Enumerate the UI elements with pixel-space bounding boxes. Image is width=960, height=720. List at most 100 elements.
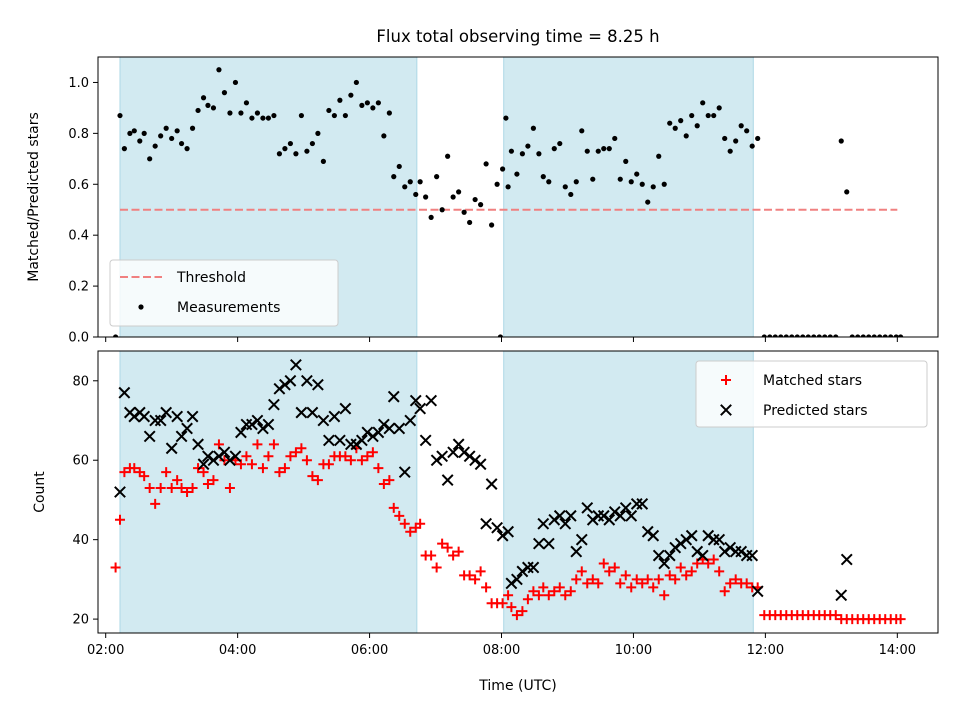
matched-star-point — [681, 570, 692, 581]
measurement-point — [364, 100, 370, 106]
matched-star-point — [139, 471, 150, 482]
matched-star-point — [615, 578, 626, 589]
measurement-point — [888, 334, 894, 337]
measurement-point — [320, 158, 326, 164]
predicted-star-point — [419, 434, 432, 447]
matched-star-point — [373, 463, 384, 474]
predicted-star-point — [669, 541, 682, 554]
measurement-point — [694, 123, 700, 129]
measurement-point — [428, 214, 434, 220]
measurement-point — [238, 110, 244, 116]
measurement-point — [551, 146, 557, 152]
matched-star-point — [187, 483, 198, 494]
x-tick-label: 06:00 — [351, 643, 388, 658]
predicted-star-point — [474, 458, 487, 471]
measurement-point — [590, 176, 596, 182]
measurement-point — [882, 334, 888, 337]
matched-star-point — [506, 602, 517, 613]
matched-star-point — [198, 467, 209, 478]
matched-star-point — [503, 590, 514, 601]
measurement-point — [744, 128, 750, 134]
predicted-star-point — [414, 402, 427, 415]
measurement-point — [271, 112, 277, 119]
matched-star-point — [598, 558, 609, 569]
measurement-point — [423, 194, 429, 200]
matched-star-point — [155, 483, 166, 494]
predicted-star-point — [564, 509, 577, 522]
matched-star-point — [582, 578, 593, 589]
measurement-point — [761, 334, 767, 337]
measurement-point — [391, 174, 397, 180]
top-y-tick-label: 0.6 — [68, 178, 89, 193]
measurement-point — [711, 112, 717, 119]
matched-star-point — [312, 475, 323, 486]
matched-star-point — [642, 574, 653, 585]
top-y-tick-label: 0.2 — [68, 280, 89, 295]
measurement-point — [505, 184, 511, 190]
bottom-y-tick-label: 60 — [72, 454, 89, 469]
matched-star-point — [543, 590, 554, 601]
measurement-point — [210, 105, 217, 111]
matched-star-point — [609, 562, 620, 573]
matched-star-point — [378, 479, 389, 490]
predicted-star-point — [521, 561, 534, 574]
measurement-point — [353, 79, 359, 86]
matched-star-point — [208, 475, 219, 486]
measurement-point — [568, 191, 574, 198]
measurement-point — [700, 100, 706, 106]
predicted-star-point — [691, 545, 704, 558]
matched-star-point — [511, 610, 522, 621]
measurement-point — [634, 171, 640, 177]
measurement-point — [293, 151, 299, 157]
measurement-point — [722, 135, 728, 142]
predicted-star-point — [328, 410, 341, 423]
predicted-star-point — [279, 378, 291, 391]
predicted-star-point — [322, 434, 335, 447]
predicted-star-point — [702, 529, 715, 542]
matched-star-point — [481, 582, 492, 593]
matched-star-point — [587, 574, 598, 585]
x-tick-label: 14:00 — [879, 643, 916, 658]
measurement-point — [137, 138, 143, 144]
measurement-point — [733, 138, 739, 144]
measurement-point — [871, 334, 877, 337]
predicted-star-point — [218, 446, 231, 459]
predicted-star-point — [393, 422, 406, 435]
measurement-point — [811, 334, 817, 337]
matched-star-point — [560, 590, 571, 601]
predicted-star-point — [469, 454, 482, 467]
measurement-point — [375, 100, 381, 106]
measurement-point — [152, 143, 158, 149]
matched-star-point — [263, 451, 274, 462]
measurement-point — [174, 128, 180, 134]
measurement-point — [800, 334, 806, 337]
measurement-point — [163, 125, 169, 131]
measurement-point — [304, 148, 310, 154]
predicted-star-point — [350, 438, 363, 451]
count-panel: 02:00 04:00 06:00 08:00 10:00 12:00 14:00 20 40 6… — [72, 350, 939, 658]
measurement-point — [112, 334, 119, 337]
matched-star-point — [593, 578, 604, 589]
matched-star-point — [415, 518, 426, 529]
measurement-point — [260, 115, 266, 121]
x-tick-label: 02:00 — [87, 643, 124, 658]
measurement-point — [205, 102, 211, 108]
matched-star-point — [119, 467, 130, 478]
matched-star-point — [708, 554, 719, 565]
predicted-star-point — [447, 446, 460, 459]
measurement-point — [117, 112, 123, 119]
measurement-point — [639, 181, 645, 187]
predicted-star-point — [114, 486, 126, 498]
measurement-point — [536, 151, 542, 157]
measurement-point — [249, 115, 255, 121]
measurement-point — [331, 112, 337, 119]
measurement-point — [584, 148, 590, 154]
predicted-star-point — [361, 426, 374, 439]
measurement-point — [612, 135, 618, 142]
matched-star-point — [653, 574, 664, 585]
measurement-point — [467, 219, 473, 226]
measurement-point — [601, 146, 607, 152]
predicted-star-point — [729, 545, 742, 558]
matched-star-point — [741, 578, 752, 589]
measurement-point — [833, 334, 839, 337]
